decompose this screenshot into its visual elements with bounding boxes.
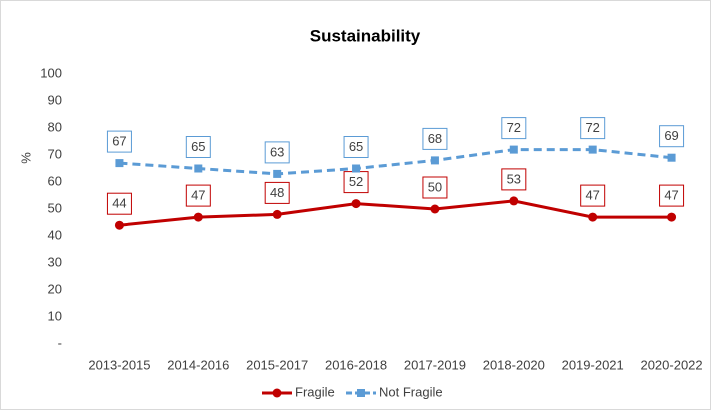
point	[667, 153, 676, 162]
data-label: 53	[507, 171, 521, 186]
y-tick-label: 80	[48, 119, 62, 134]
point	[193, 212, 203, 222]
point	[509, 145, 518, 154]
y-tick-label: 60	[48, 173, 62, 188]
point	[588, 145, 597, 154]
x-tick-label: 2018-2020	[483, 357, 545, 372]
data-label-box	[185, 184, 211, 207]
data-label: 50	[428, 179, 442, 194]
point	[115, 159, 124, 168]
x-tick-label: 2015-2017	[246, 357, 308, 372]
y-tick-label: 10	[48, 308, 62, 323]
data-label-box	[264, 181, 290, 204]
y-tick-label: 40	[48, 227, 62, 242]
data-label-box	[106, 130, 132, 153]
series-line	[119, 199, 672, 227]
x-tick-label: 2020-2022	[640, 357, 702, 372]
data-label: 44	[112, 196, 126, 211]
data-label: 47	[664, 188, 678, 203]
x-tick-label: 2019-2021	[562, 357, 624, 372]
y-tick-label: 50	[48, 200, 62, 215]
point	[351, 199, 361, 209]
point	[194, 164, 203, 173]
y-tick-label: 30	[48, 254, 62, 269]
data-label-box	[501, 168, 527, 191]
point	[272, 209, 282, 219]
data-label: 65	[349, 139, 363, 154]
y-tick-label: 90	[48, 92, 62, 107]
point	[352, 164, 361, 173]
data-label: 72	[507, 120, 521, 135]
data-label: 68	[428, 131, 442, 146]
y-tick-label: 70	[48, 146, 62, 161]
point	[667, 212, 677, 222]
data-label-box	[343, 136, 369, 158]
data-label: 69	[664, 128, 678, 143]
data-label: 47	[191, 188, 205, 203]
y-axis-label: %	[18, 152, 33, 164]
y-tick-label: -	[58, 335, 62, 350]
data-label-box	[106, 192, 132, 215]
legend-label: Fragile	[295, 384, 335, 399]
data-label-box	[422, 176, 448, 199]
y-tick-label: 100	[40, 65, 62, 80]
legend-marker	[357, 389, 365, 397]
point	[430, 156, 439, 165]
x-tick-label: 2013-2015	[88, 357, 150, 372]
data-label-box	[659, 125, 685, 148]
point	[588, 212, 598, 222]
data-label-box	[659, 184, 685, 207]
data-label-box	[580, 117, 606, 140]
chart-title: Sustainability	[310, 26, 421, 45]
data-label-box	[501, 117, 527, 140]
point	[273, 169, 282, 178]
data-label-box	[264, 141, 290, 164]
data-label: 48	[270, 185, 284, 200]
data-label: 52	[349, 174, 363, 189]
point	[509, 196, 519, 206]
legend-label: Not Fragile	[379, 384, 443, 399]
x-tick-label: 2017-2019	[404, 357, 466, 372]
data-label-box	[185, 136, 211, 158]
data-label-box	[422, 127, 448, 150]
point	[430, 204, 440, 214]
x-tick-label: 2014-2016	[167, 357, 229, 372]
legend-marker	[272, 388, 282, 398]
series-line	[119, 148, 672, 176]
y-tick-label: 20	[48, 281, 62, 296]
data-label-box	[580, 184, 606, 207]
data-label: 63	[270, 144, 284, 159]
data-label: 47	[585, 188, 599, 203]
x-tick-label: 2016-2018	[325, 357, 387, 372]
data-label: 67	[112, 134, 126, 149]
point	[114, 220, 124, 230]
data-label: 72	[585, 120, 599, 135]
data-label: 65	[191, 139, 205, 154]
